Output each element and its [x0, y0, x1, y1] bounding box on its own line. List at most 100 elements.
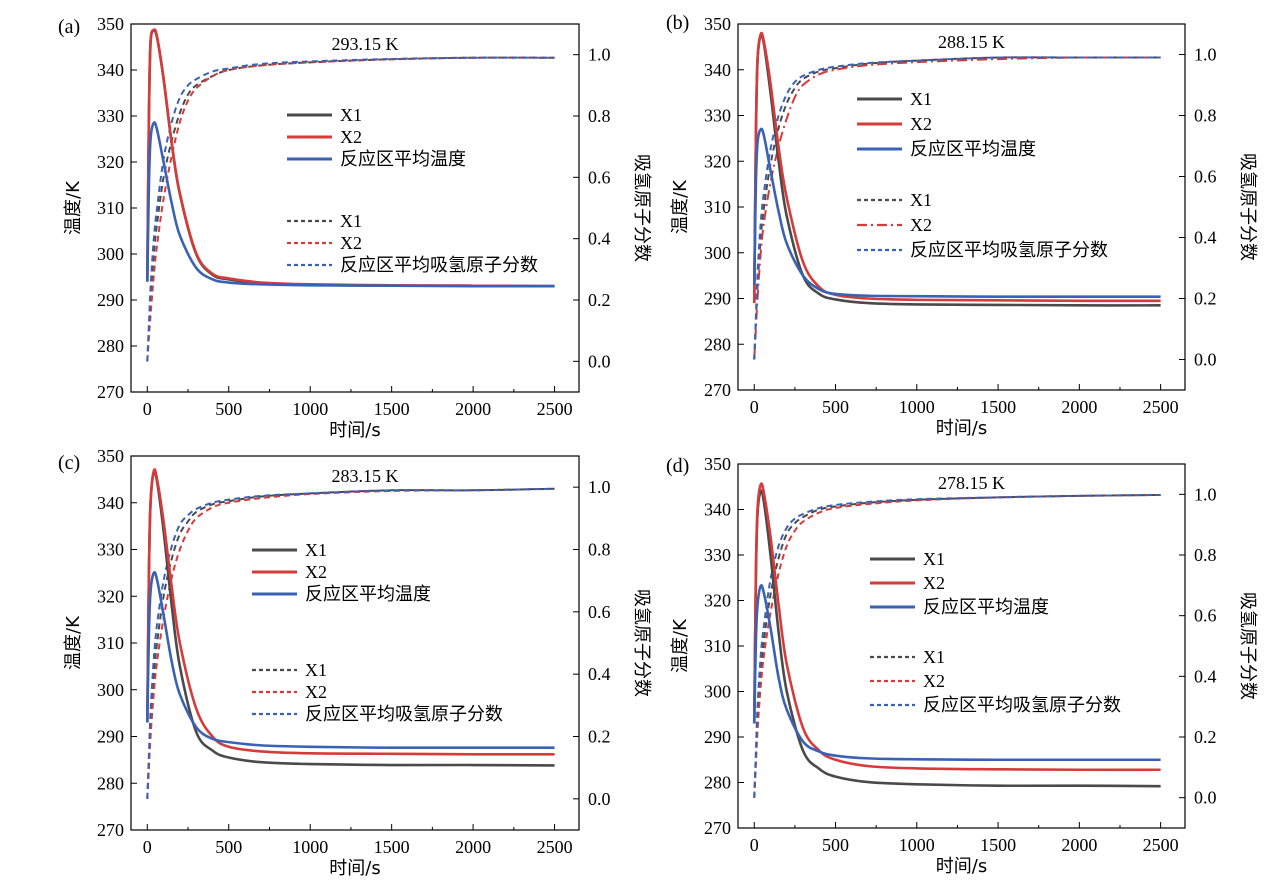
y-left-tick-label: 310	[97, 198, 124, 218]
series-line-5	[753, 56, 1161, 360]
x-tick-label: 2000	[455, 399, 491, 419]
series-line-4	[146, 487, 555, 799]
series-group	[752, 31, 1161, 360]
series-line-4	[753, 493, 1161, 798]
series-line-4	[753, 56, 1161, 360]
series-line-1	[752, 33, 1161, 307]
y-left-axis-label: 温度/K	[670, 179, 691, 234]
panel-label: (a)	[58, 16, 80, 38]
y-left-tick-label: 320	[704, 591, 731, 611]
series-line-3	[752, 127, 1161, 299]
plot-frame	[737, 23, 1186, 391]
x-axis-label: 时间/s	[936, 418, 987, 439]
y-left-tick-label: 320	[97, 152, 124, 172]
legend-label: X2	[910, 114, 932, 134]
x-axis-label: 时间/s	[329, 420, 380, 441]
legend: X1 X2 反应区平均温度 X1 X2 反应区平均吸氢原子分数	[857, 89, 1108, 261]
legend-label: X2	[923, 573, 945, 593]
x-tick-label: 1500	[980, 397, 1016, 417]
y-left-tick-label: 270	[704, 380, 731, 400]
y-left-tick-label: 280	[704, 773, 731, 793]
x-tick-label: 0	[750, 835, 759, 855]
chart-panel-2: 0 500 1000 1500 2000 2500 270 280 290 300 310 320 33…	[666, 12, 1258, 439]
panel-title: 278.15 K	[938, 473, 1005, 493]
panel-title: 288.15 K	[938, 32, 1005, 52]
series-group	[145, 28, 555, 362]
x-tick-label: 1000	[899, 835, 935, 855]
legend-label: 反应区平均温度	[305, 584, 431, 605]
y-right-tick-label: 0.8	[588, 540, 611, 560]
legend-label: 反应区平均吸氢原子分数	[923, 695, 1121, 716]
chart-panel-3: 0 500 1000 1500 2000 2500 270 280 290 300 310 320 33…	[58, 446, 652, 879]
y-right-tick-label: 0.6	[1194, 606, 1217, 626]
x-tick-label: 1000	[292, 399, 328, 419]
y-right-tick-label: 0.6	[1194, 167, 1217, 187]
x-tick-label: 1500	[374, 399, 410, 419]
x-tick-label: 500	[215, 399, 242, 419]
legend: X1 X2 反应区平均温度 X1 X2 反应区平均吸氢原子分数	[870, 549, 1121, 716]
legend-label: X1	[340, 105, 362, 125]
y-right-tick-label: 0.8	[588, 106, 611, 126]
x-axis-label: 时间/s	[936, 856, 987, 877]
series-line-2	[752, 482, 1161, 772]
legend-label: X1	[910, 190, 932, 210]
legend-label: X1	[305, 660, 327, 680]
legend-label: X1	[923, 647, 945, 667]
x-tick-label: 2000	[1061, 835, 1097, 855]
legend-label: X2	[305, 562, 327, 582]
series-line-6	[146, 487, 555, 799]
y-right-tick-label: 0.0	[1194, 350, 1217, 370]
panel-label: (c)	[58, 452, 80, 474]
y-right-tick-label: 0.4	[1194, 666, 1217, 686]
y-right-tick-label: 0.2	[588, 290, 611, 310]
series-line-3	[145, 570, 555, 750]
y-right-tick-label: 0.8	[1194, 545, 1217, 565]
series-group	[752, 482, 1161, 798]
series-line-6	[146, 56, 555, 362]
x-tick-label: 2500	[1143, 397, 1179, 417]
y-right-axis-label: 吸氢原子分数	[631, 589, 652, 697]
y-left-tick-label: 350	[97, 446, 124, 466]
y-left-tick-label: 290	[97, 727, 124, 747]
legend-label: 反应区平均温度	[923, 597, 1049, 618]
series-line-3	[145, 121, 555, 288]
legend-label: X1	[923, 549, 945, 569]
y-left-tick-label: 310	[704, 197, 731, 217]
y-right-axis-label: 吸氢原子分数	[1237, 153, 1258, 261]
series-line-5	[753, 493, 1161, 798]
x-tick-label: 2500	[537, 837, 573, 857]
y-left-tick-label: 340	[704, 500, 731, 520]
x-tick-label: 2000	[455, 837, 491, 857]
y-left-tick-label: 280	[704, 334, 731, 354]
legend-label: X2	[340, 233, 362, 253]
y-left-tick-label: 270	[97, 820, 124, 840]
series-line-5	[146, 487, 555, 799]
x-tick-label: 2000	[1061, 397, 1097, 417]
y-right-tick-label: 0.2	[588, 727, 611, 747]
legend-label: X2	[340, 127, 362, 147]
y-left-tick-label: 330	[704, 545, 731, 565]
y-right-tick-label: 0.0	[1194, 788, 1217, 808]
x-tick-label: 0	[143, 837, 152, 857]
y-right-tick-label: 0.2	[1194, 727, 1217, 747]
legend-label: X1	[340, 211, 362, 231]
panel-title: 283.15 K	[332, 466, 399, 486]
y-left-tick-label: 290	[704, 289, 731, 309]
legend-label: 反应区平均吸氢原子分数	[340, 255, 538, 276]
y-right-tick-label: 0.4	[588, 664, 611, 684]
y-left-tick-label: 280	[97, 336, 124, 356]
x-tick-label: 2500	[537, 399, 573, 419]
y-right-axis-label: 吸氢原子分数	[1237, 592, 1258, 700]
y-left-tick-label: 340	[97, 60, 124, 80]
x-tick-label: 1000	[899, 397, 935, 417]
plot-frame	[130, 455, 580, 831]
legend-label: 反应区平均温度	[910, 139, 1036, 160]
x-tick-label: 500	[822, 397, 849, 417]
legend-label: X2	[910, 215, 932, 235]
panel-title: 293.15 K	[332, 34, 399, 54]
y-right-tick-label: 0.6	[588, 167, 611, 187]
x-tick-label: 2500	[1143, 835, 1179, 855]
y-left-tick-label: 270	[704, 818, 731, 838]
y-left-tick-label: 320	[704, 151, 731, 171]
series-line-5	[146, 56, 555, 362]
